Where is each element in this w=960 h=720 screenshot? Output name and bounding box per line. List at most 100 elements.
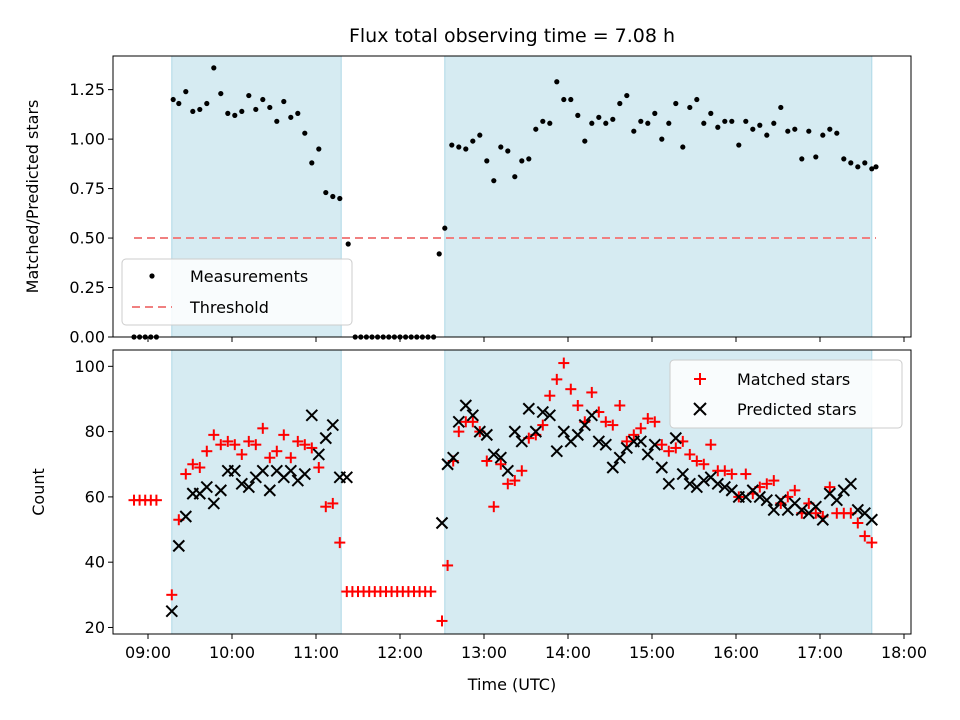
matched-star-point — [327, 497, 339, 509]
measurement-point — [547, 120, 553, 126]
top-y-tick-label: 0.50 — [69, 229, 105, 248]
measurement-point — [204, 100, 210, 107]
matched-star-point — [194, 462, 206, 474]
predicted-star-point — [508, 425, 522, 438]
measurement-point — [806, 128, 812, 134]
measurement-point — [820, 132, 826, 138]
matched-star-point — [201, 445, 213, 457]
measurement-point — [345, 241, 351, 247]
matched-star-point — [264, 452, 276, 464]
matched-star-point — [320, 501, 332, 513]
legend-measurements-label: Measurements — [190, 267, 308, 286]
bottom-legend-box — [669, 359, 903, 429]
measurement-point — [624, 92, 630, 99]
measurement-point — [519, 158, 525, 164]
predicted-star-point — [263, 484, 277, 497]
matched-star-point — [502, 478, 514, 490]
measurement-point — [274, 118, 280, 124]
predicted-star-point — [165, 604, 179, 618]
measurement-point — [813, 154, 819, 160]
predicted-star-point — [655, 461, 669, 474]
measurement-point — [610, 116, 616, 122]
measurement-point — [666, 120, 672, 126]
measurement-point — [491, 178, 497, 184]
bottom-legend: Matched stars Predicted stars — [669, 359, 903, 429]
measurement-point — [330, 193, 336, 200]
predicted-star-point — [585, 409, 599, 422]
legend-matched-label: Matched stars — [737, 370, 850, 389]
measurement-point — [498, 144, 504, 150]
predicted-star-point — [809, 500, 823, 513]
predicted-star-point — [529, 425, 543, 438]
predicted-stars-layer — [165, 399, 879, 618]
measurement-point — [834, 130, 840, 136]
matched-star-point — [614, 399, 626, 411]
predicted-star-point — [865, 513, 879, 526]
predicted-star-point — [435, 516, 449, 530]
measurement-point — [603, 120, 609, 126]
measurement-point — [680, 144, 686, 150]
matched-star-point — [544, 390, 556, 402]
predicted-star-point — [179, 510, 193, 523]
predicted-star-point — [228, 464, 242, 477]
predicted-star-point — [697, 474, 711, 487]
x-tick-label: 12:00 — [377, 643, 423, 662]
predicted-star-point — [592, 435, 606, 448]
x-tick-label: 13:00 — [461, 643, 507, 662]
predicted-star-point — [284, 464, 298, 477]
matched-star-point — [726, 468, 738, 480]
bottom-y-ticks: 20 40 60 80 100 — [74, 357, 113, 637]
legend-measurements-marker — [149, 273, 155, 279]
measurement-point — [260, 96, 266, 103]
matched-star-point — [222, 435, 234, 447]
measurement-point — [778, 104, 784, 111]
top-y-tick-label: 0.00 — [69, 328, 105, 347]
predicted-star-point — [200, 480, 214, 494]
predicted-star-point — [522, 402, 536, 415]
x-tick-label: 11:00 — [293, 643, 339, 662]
matched-star-point — [509, 475, 521, 487]
predicted-star-point — [634, 435, 648, 448]
measurement-point — [652, 110, 658, 116]
predicted-star-point — [326, 418, 340, 432]
x-tick-label: 18:00 — [881, 643, 927, 662]
measurement-point — [463, 146, 469, 152]
measurement-point — [337, 195, 343, 202]
measurement-point — [449, 142, 455, 148]
matched-star-point — [684, 448, 696, 460]
measurement-point — [568, 96, 574, 103]
matched-star-point — [691, 455, 703, 467]
legend-predicted-marker — [693, 402, 707, 416]
matched-star-point — [453, 426, 465, 438]
measurement-point — [631, 128, 637, 134]
predicted-star-point — [207, 497, 221, 510]
measurement-point — [288, 114, 294, 120]
measurement-point — [589, 120, 595, 126]
matched-stars-layer — [128, 357, 878, 627]
matched-star-point — [621, 435, 633, 447]
predicted-star-point — [711, 477, 725, 491]
matched-star-point — [229, 439, 241, 451]
measurement-point — [792, 126, 798, 132]
predicted-star-point — [795, 503, 809, 517]
x-tick-label: 10:00 — [209, 643, 255, 662]
measurement-point — [533, 126, 539, 132]
x-tick-label: 17:00 — [797, 643, 843, 662]
top-y-tick-label: 1.25 — [69, 80, 105, 99]
measurement-point — [554, 79, 560, 85]
predicted-star-point — [683, 477, 697, 491]
predicted-star-point — [536, 405, 550, 419]
predicted-star-point — [480, 428, 494, 442]
predicted-star-point — [340, 471, 354, 484]
bottom-axes-frame — [112, 349, 912, 635]
predicted-star-point — [446, 451, 460, 464]
measurement-point — [673, 100, 679, 107]
measurement-point — [659, 136, 665, 142]
measurement-point — [246, 92, 252, 99]
predicted-star-point — [473, 425, 487, 438]
measurement-point — [617, 100, 623, 107]
bottom-y-tick-label: 80 — [85, 422, 105, 441]
predicted-star-point — [578, 418, 592, 432]
top-shaded-interval — [444, 55, 873, 338]
matched-star-point — [649, 416, 661, 428]
